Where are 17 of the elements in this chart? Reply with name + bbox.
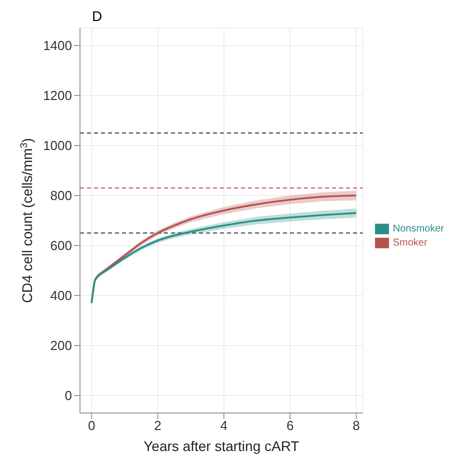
x-tick-label: 0 — [88, 418, 96, 434]
legend-label: Smoker — [392, 237, 428, 248]
y-tick-label: 1000 — [43, 138, 72, 154]
y-tick-label: 200 — [50, 338, 72, 354]
x-axis-title: Years after starting cART — [144, 438, 300, 454]
x-tick-label: 8 — [352, 418, 360, 434]
x-tick-label: 6 — [286, 418, 294, 434]
y-tick-label: 1200 — [43, 88, 72, 104]
y-tick-label: 0 — [64, 388, 72, 404]
y-tick-label: 1400 — [43, 38, 72, 54]
y-tick-label: 800 — [50, 188, 72, 204]
x-tick-label: 2 — [154, 418, 162, 434]
chart-title: D — [92, 8, 102, 24]
x-tick-label: 4 — [220, 418, 228, 434]
y-tick-label: 600 — [50, 238, 72, 254]
y-tick-label: 400 — [50, 288, 72, 304]
legend-label: Nonsmoker — [392, 223, 444, 234]
